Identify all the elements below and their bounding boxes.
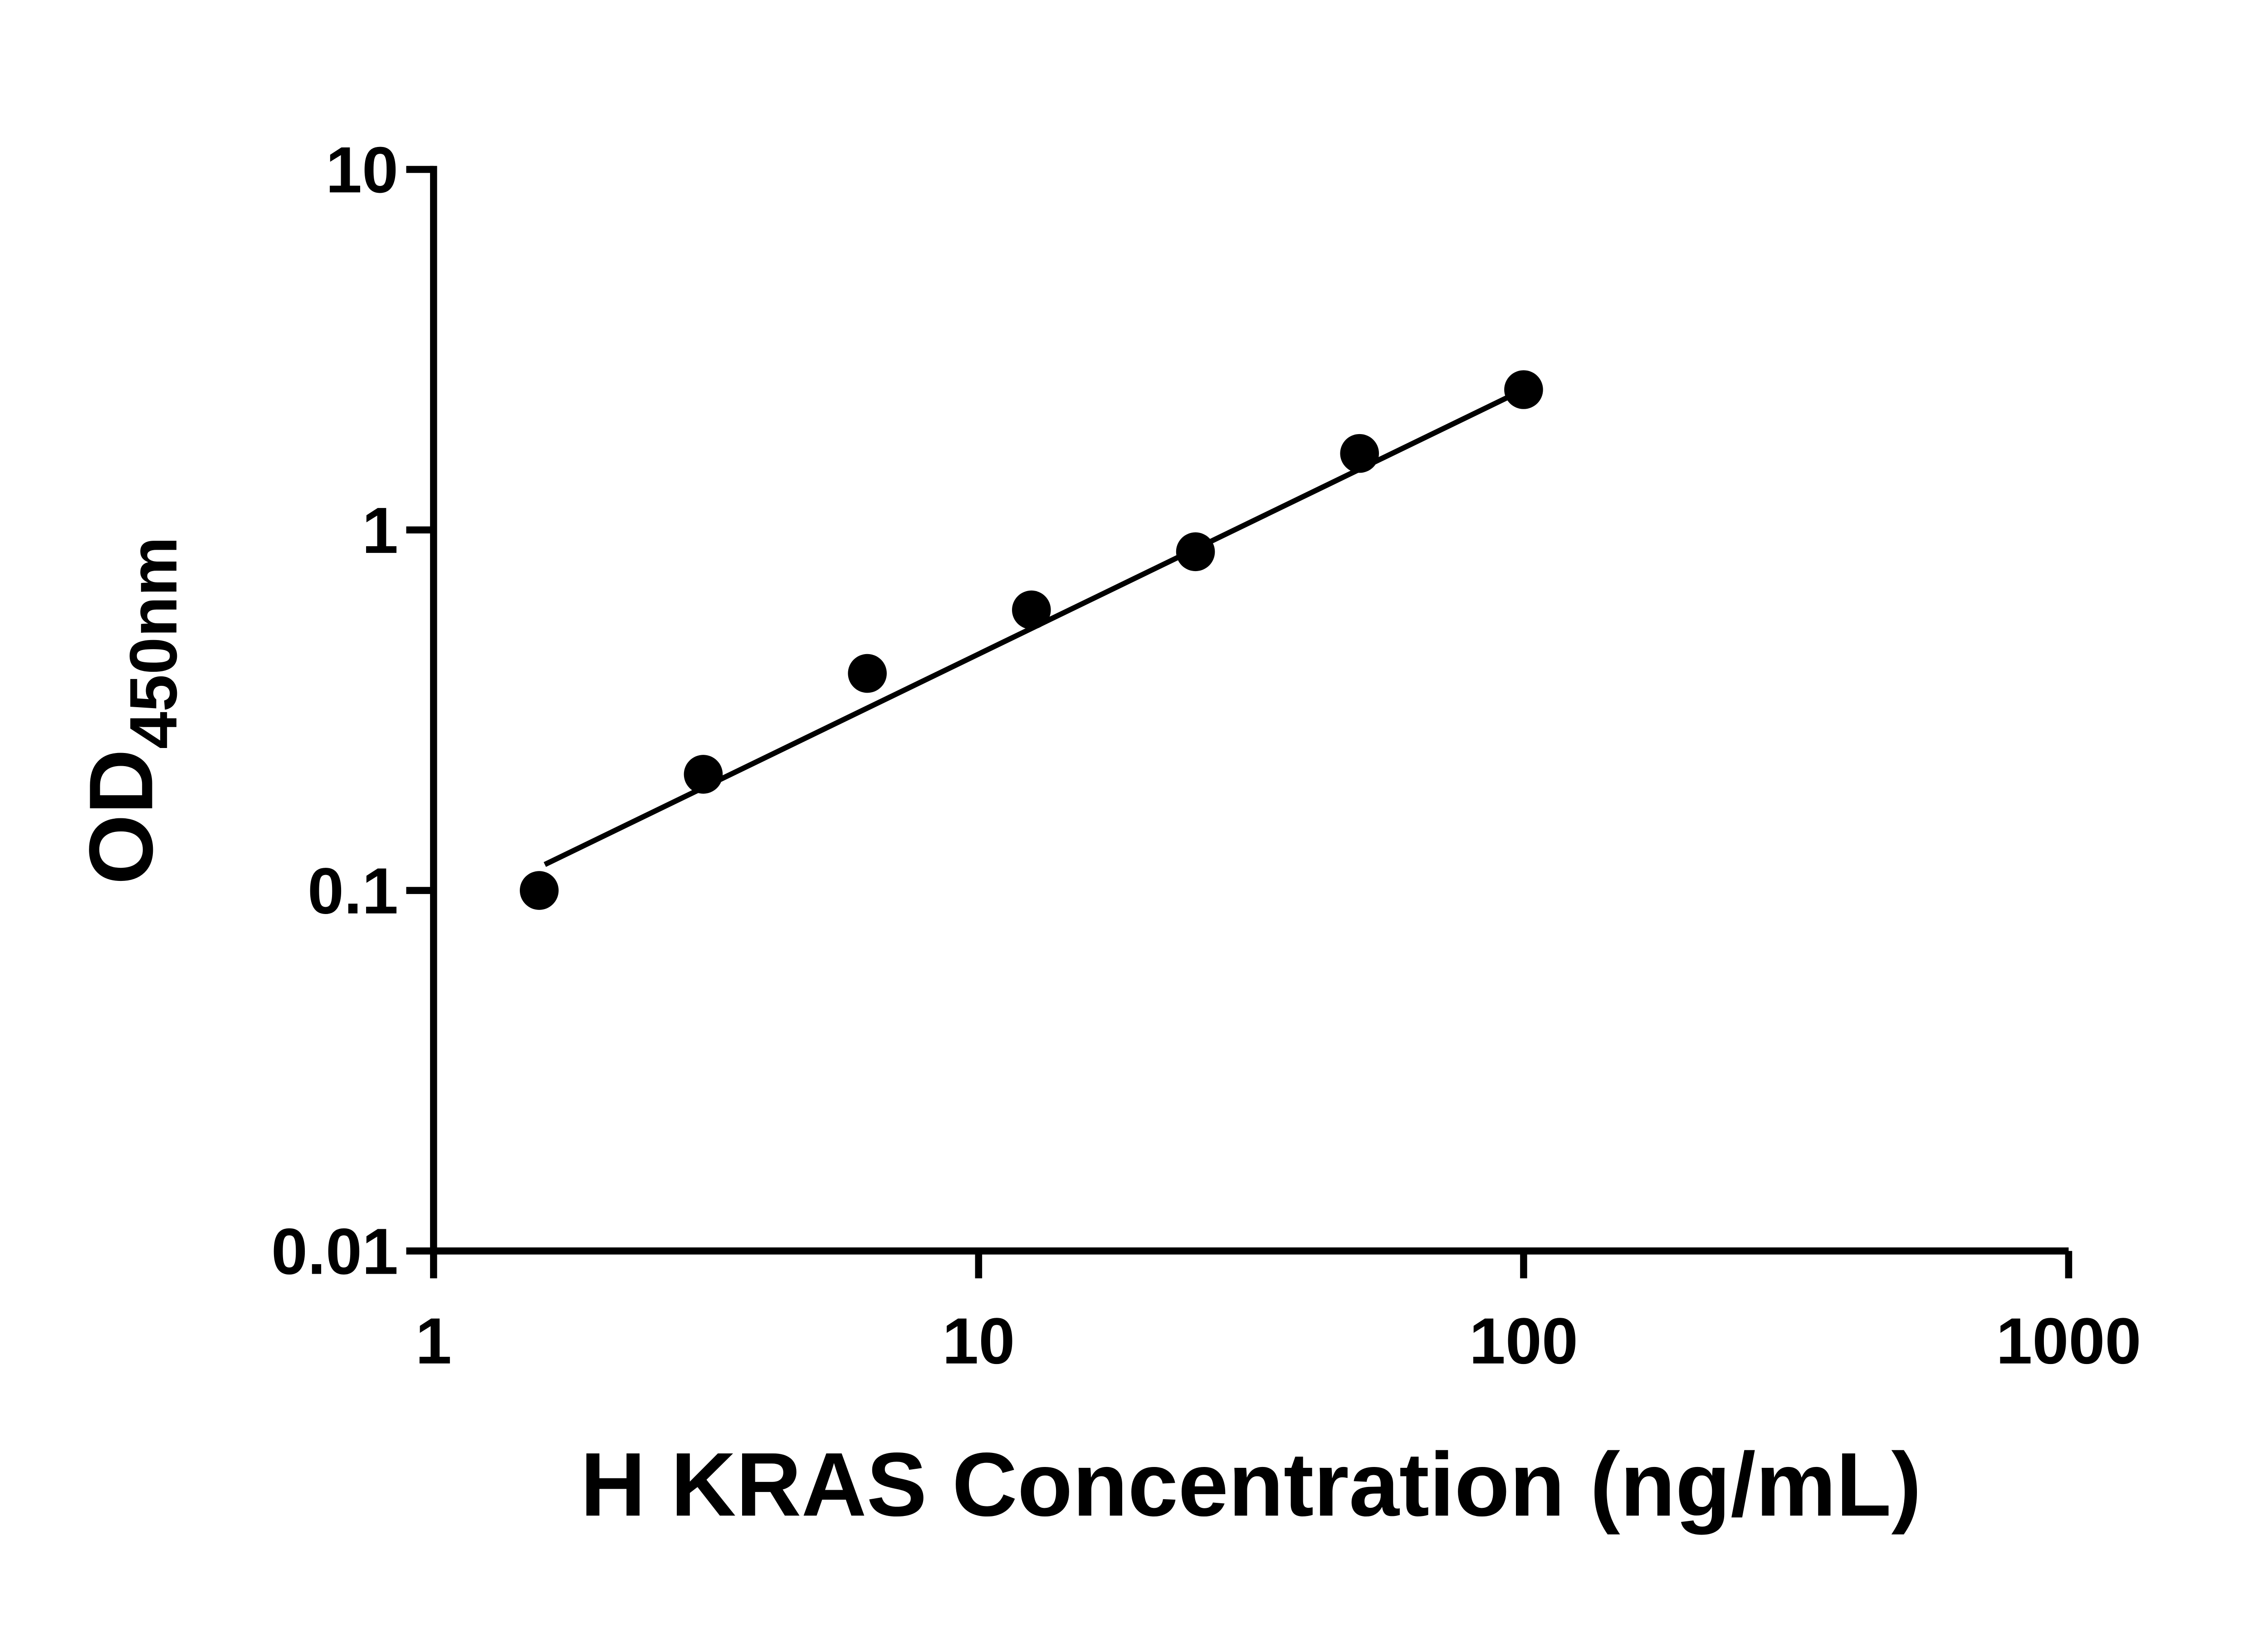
data-point [1340, 434, 1379, 473]
x-tick-label: 1000 [1996, 1305, 2141, 1378]
y-tick-label: 0.01 [271, 1215, 398, 1288]
data-point [1012, 590, 1051, 630]
y-axis-title: OD450nm [71, 537, 191, 885]
y-tick-label: 0.1 [308, 855, 398, 928]
y-axis-title-subscript: 450nm [116, 537, 191, 749]
data-point [684, 755, 723, 794]
data-point [848, 654, 887, 693]
x-tick-label: 1 [415, 1305, 452, 1378]
y-tick-label: 1 [362, 494, 398, 567]
plot-area: 1 10 100 1000 0.01 0.1 1 10 [271, 134, 2141, 1378]
data-point [1176, 532, 1215, 572]
data-point [1504, 370, 1543, 409]
y-tick-label: 10 [326, 134, 398, 206]
x-tick-label: 10 [942, 1305, 1015, 1378]
x-tick-label: 100 [1469, 1305, 1578, 1378]
x-axis-title: H KRAS Concentration (ng/mL) [580, 1434, 1921, 1535]
data-point [519, 871, 559, 910]
y-axis-title-main: OD [71, 749, 171, 885]
axis-spines [430, 166, 2069, 1255]
